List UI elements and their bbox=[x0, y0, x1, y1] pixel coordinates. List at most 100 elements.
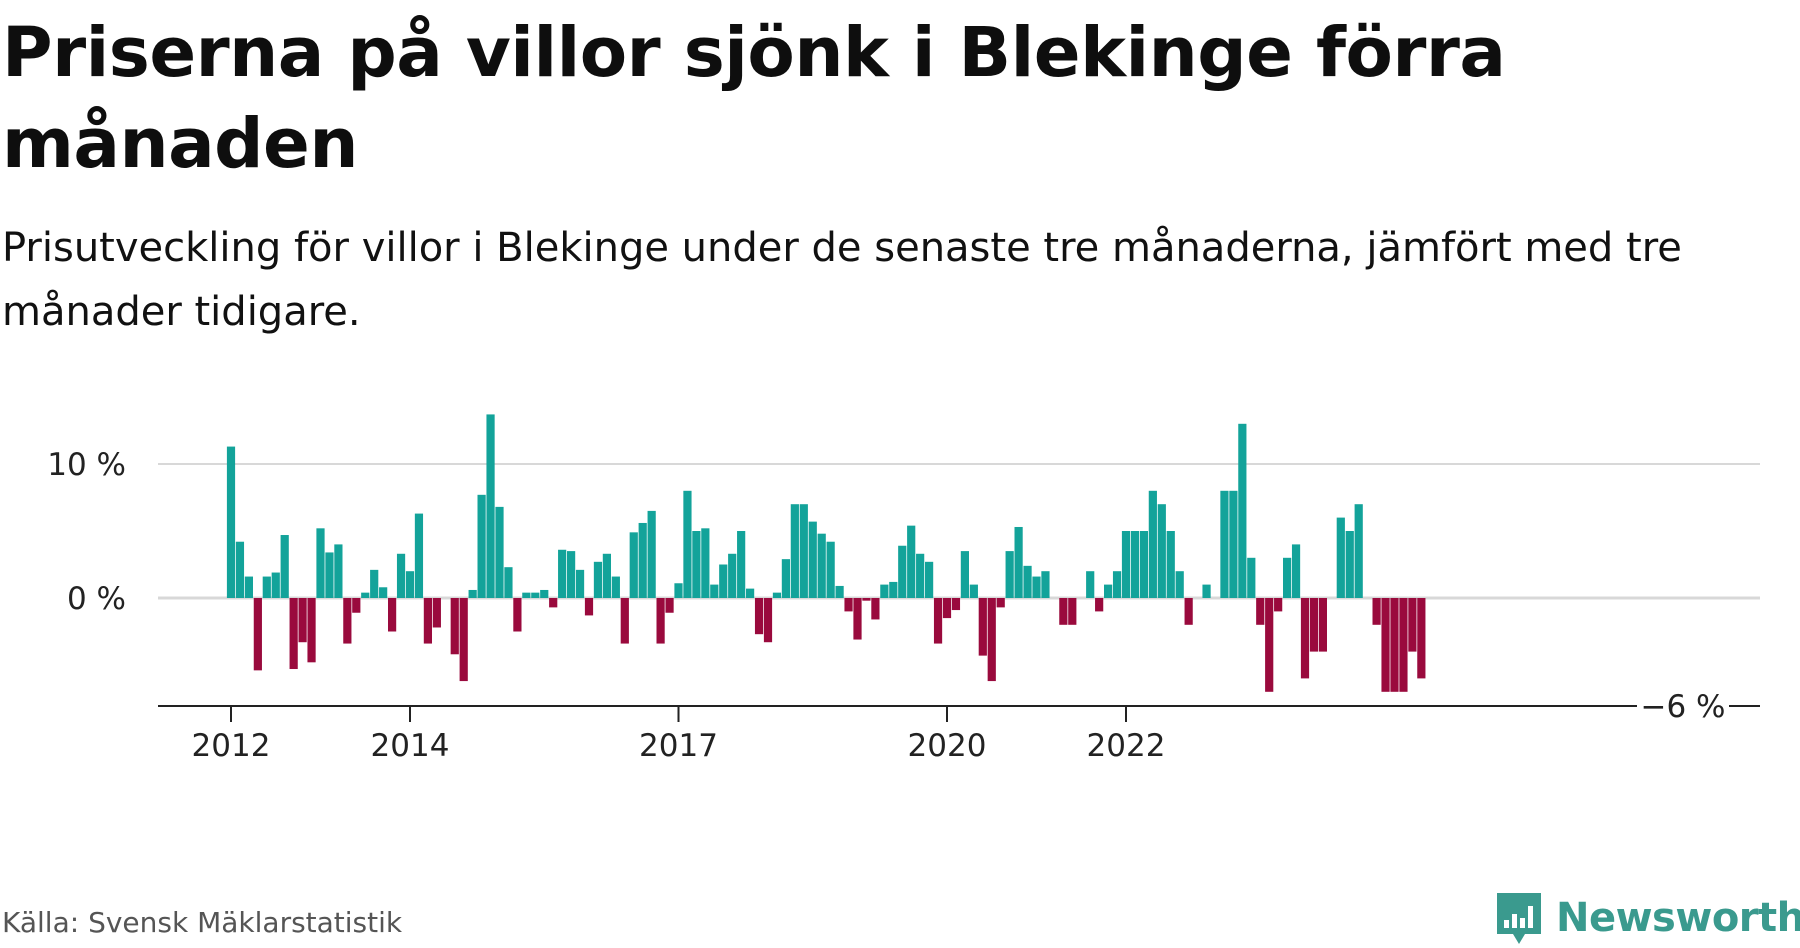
bar bbox=[253, 598, 262, 671]
bar bbox=[1095, 598, 1104, 612]
bar bbox=[960, 551, 969, 598]
bar bbox=[1309, 598, 1319, 652]
bar bbox=[746, 588, 755, 598]
bar bbox=[781, 559, 790, 598]
bar bbox=[1104, 584, 1113, 598]
bar bbox=[432, 598, 441, 628]
bar bbox=[504, 567, 513, 598]
bar bbox=[316, 528, 325, 598]
last-value-label: −6 % bbox=[1640, 689, 1725, 725]
bar bbox=[1139, 531, 1148, 598]
bar bbox=[1399, 598, 1408, 692]
bar-chart-speech-bubble-icon bbox=[1497, 893, 1541, 944]
bar bbox=[916, 553, 925, 598]
bar bbox=[1265, 598, 1274, 692]
bar bbox=[808, 521, 817, 598]
bar bbox=[889, 581, 898, 598]
brand-name: Newsworthy bbox=[1556, 895, 1800, 941]
bar bbox=[262, 576, 271, 598]
y-tick-label: 10 % bbox=[47, 447, 126, 483]
bar bbox=[235, 541, 245, 598]
bar bbox=[486, 414, 495, 598]
x-tick-label: 2012 bbox=[192, 728, 271, 764]
chart-axes: 2012 2014 2017 2020 2022 −6 % bbox=[158, 684, 1760, 764]
bar bbox=[289, 598, 298, 670]
bar bbox=[942, 598, 952, 619]
bar bbox=[325, 552, 334, 598]
bar bbox=[996, 598, 1005, 608]
x-tick-label: 2014 bbox=[371, 728, 450, 764]
bar bbox=[835, 585, 844, 598]
bar bbox=[1300, 598, 1310, 679]
bar bbox=[1274, 598, 1283, 612]
bar bbox=[719, 564, 728, 598]
x-tick-label: 2017 bbox=[639, 728, 718, 764]
bar bbox=[772, 592, 782, 598]
page-subtitle: Prisutveckling för villor i Blekinge und… bbox=[2, 225, 1682, 335]
bar bbox=[1202, 584, 1211, 598]
bar bbox=[280, 535, 289, 598]
bar bbox=[370, 569, 379, 598]
source-note: Källa: Svensk Mäklarstatistik bbox=[2, 906, 403, 939]
bar bbox=[602, 553, 611, 598]
bar bbox=[1166, 531, 1175, 598]
bar bbox=[423, 598, 432, 644]
bar bbox=[656, 598, 665, 644]
bar bbox=[898, 545, 907, 598]
bar bbox=[343, 598, 352, 644]
bar bbox=[379, 587, 388, 598]
bar bbox=[1032, 576, 1041, 598]
bar bbox=[1390, 598, 1399, 692]
bar bbox=[531, 592, 540, 598]
x-tick-label: 2020 bbox=[908, 728, 987, 764]
brand-mark: Newsworthy bbox=[1494, 890, 1800, 946]
bar bbox=[683, 490, 692, 598]
bar bbox=[1408, 598, 1417, 652]
bar bbox=[629, 532, 638, 598]
bar bbox=[450, 598, 459, 655]
bar bbox=[692, 531, 701, 598]
x-tick-label: 2022 bbox=[1087, 728, 1166, 764]
bar bbox=[1059, 598, 1068, 625]
bar bbox=[1175, 571, 1184, 598]
chart-bars bbox=[226, 414, 1426, 692]
bar bbox=[1354, 504, 1363, 598]
bar bbox=[1220, 490, 1229, 598]
bar bbox=[1014, 526, 1023, 598]
bar bbox=[1112, 571, 1122, 598]
bar bbox=[790, 504, 799, 598]
bar bbox=[226, 446, 236, 598]
bar bbox=[1068, 598, 1077, 625]
bar bbox=[620, 598, 629, 644]
bar bbox=[361, 592, 370, 598]
bar bbox=[540, 589, 549, 598]
bar bbox=[459, 598, 468, 682]
bar bbox=[763, 598, 773, 643]
bar bbox=[710, 584, 719, 598]
bar bbox=[1318, 598, 1327, 652]
bar bbox=[1283, 557, 1292, 598]
bar bbox=[853, 598, 862, 640]
bar bbox=[1336, 517, 1345, 598]
bar bbox=[396, 553, 406, 598]
bar bbox=[951, 598, 961, 611]
bar bbox=[1023, 565, 1032, 598]
bar bbox=[925, 561, 934, 598]
bar bbox=[1247, 557, 1256, 598]
bar bbox=[1238, 423, 1247, 598]
bar bbox=[799, 504, 808, 598]
bar bbox=[307, 598, 316, 663]
bar bbox=[513, 598, 522, 632]
bar bbox=[907, 525, 916, 598]
bar bbox=[1005, 551, 1014, 598]
bar bbox=[611, 576, 620, 598]
last-value-label-bg bbox=[1637, 684, 1729, 728]
bar bbox=[1345, 531, 1354, 598]
bar bbox=[674, 583, 683, 598]
bar bbox=[1157, 504, 1166, 598]
bar bbox=[522, 592, 531, 598]
bar bbox=[1184, 598, 1193, 625]
bar bbox=[1130, 531, 1140, 598]
bar bbox=[244, 576, 253, 598]
